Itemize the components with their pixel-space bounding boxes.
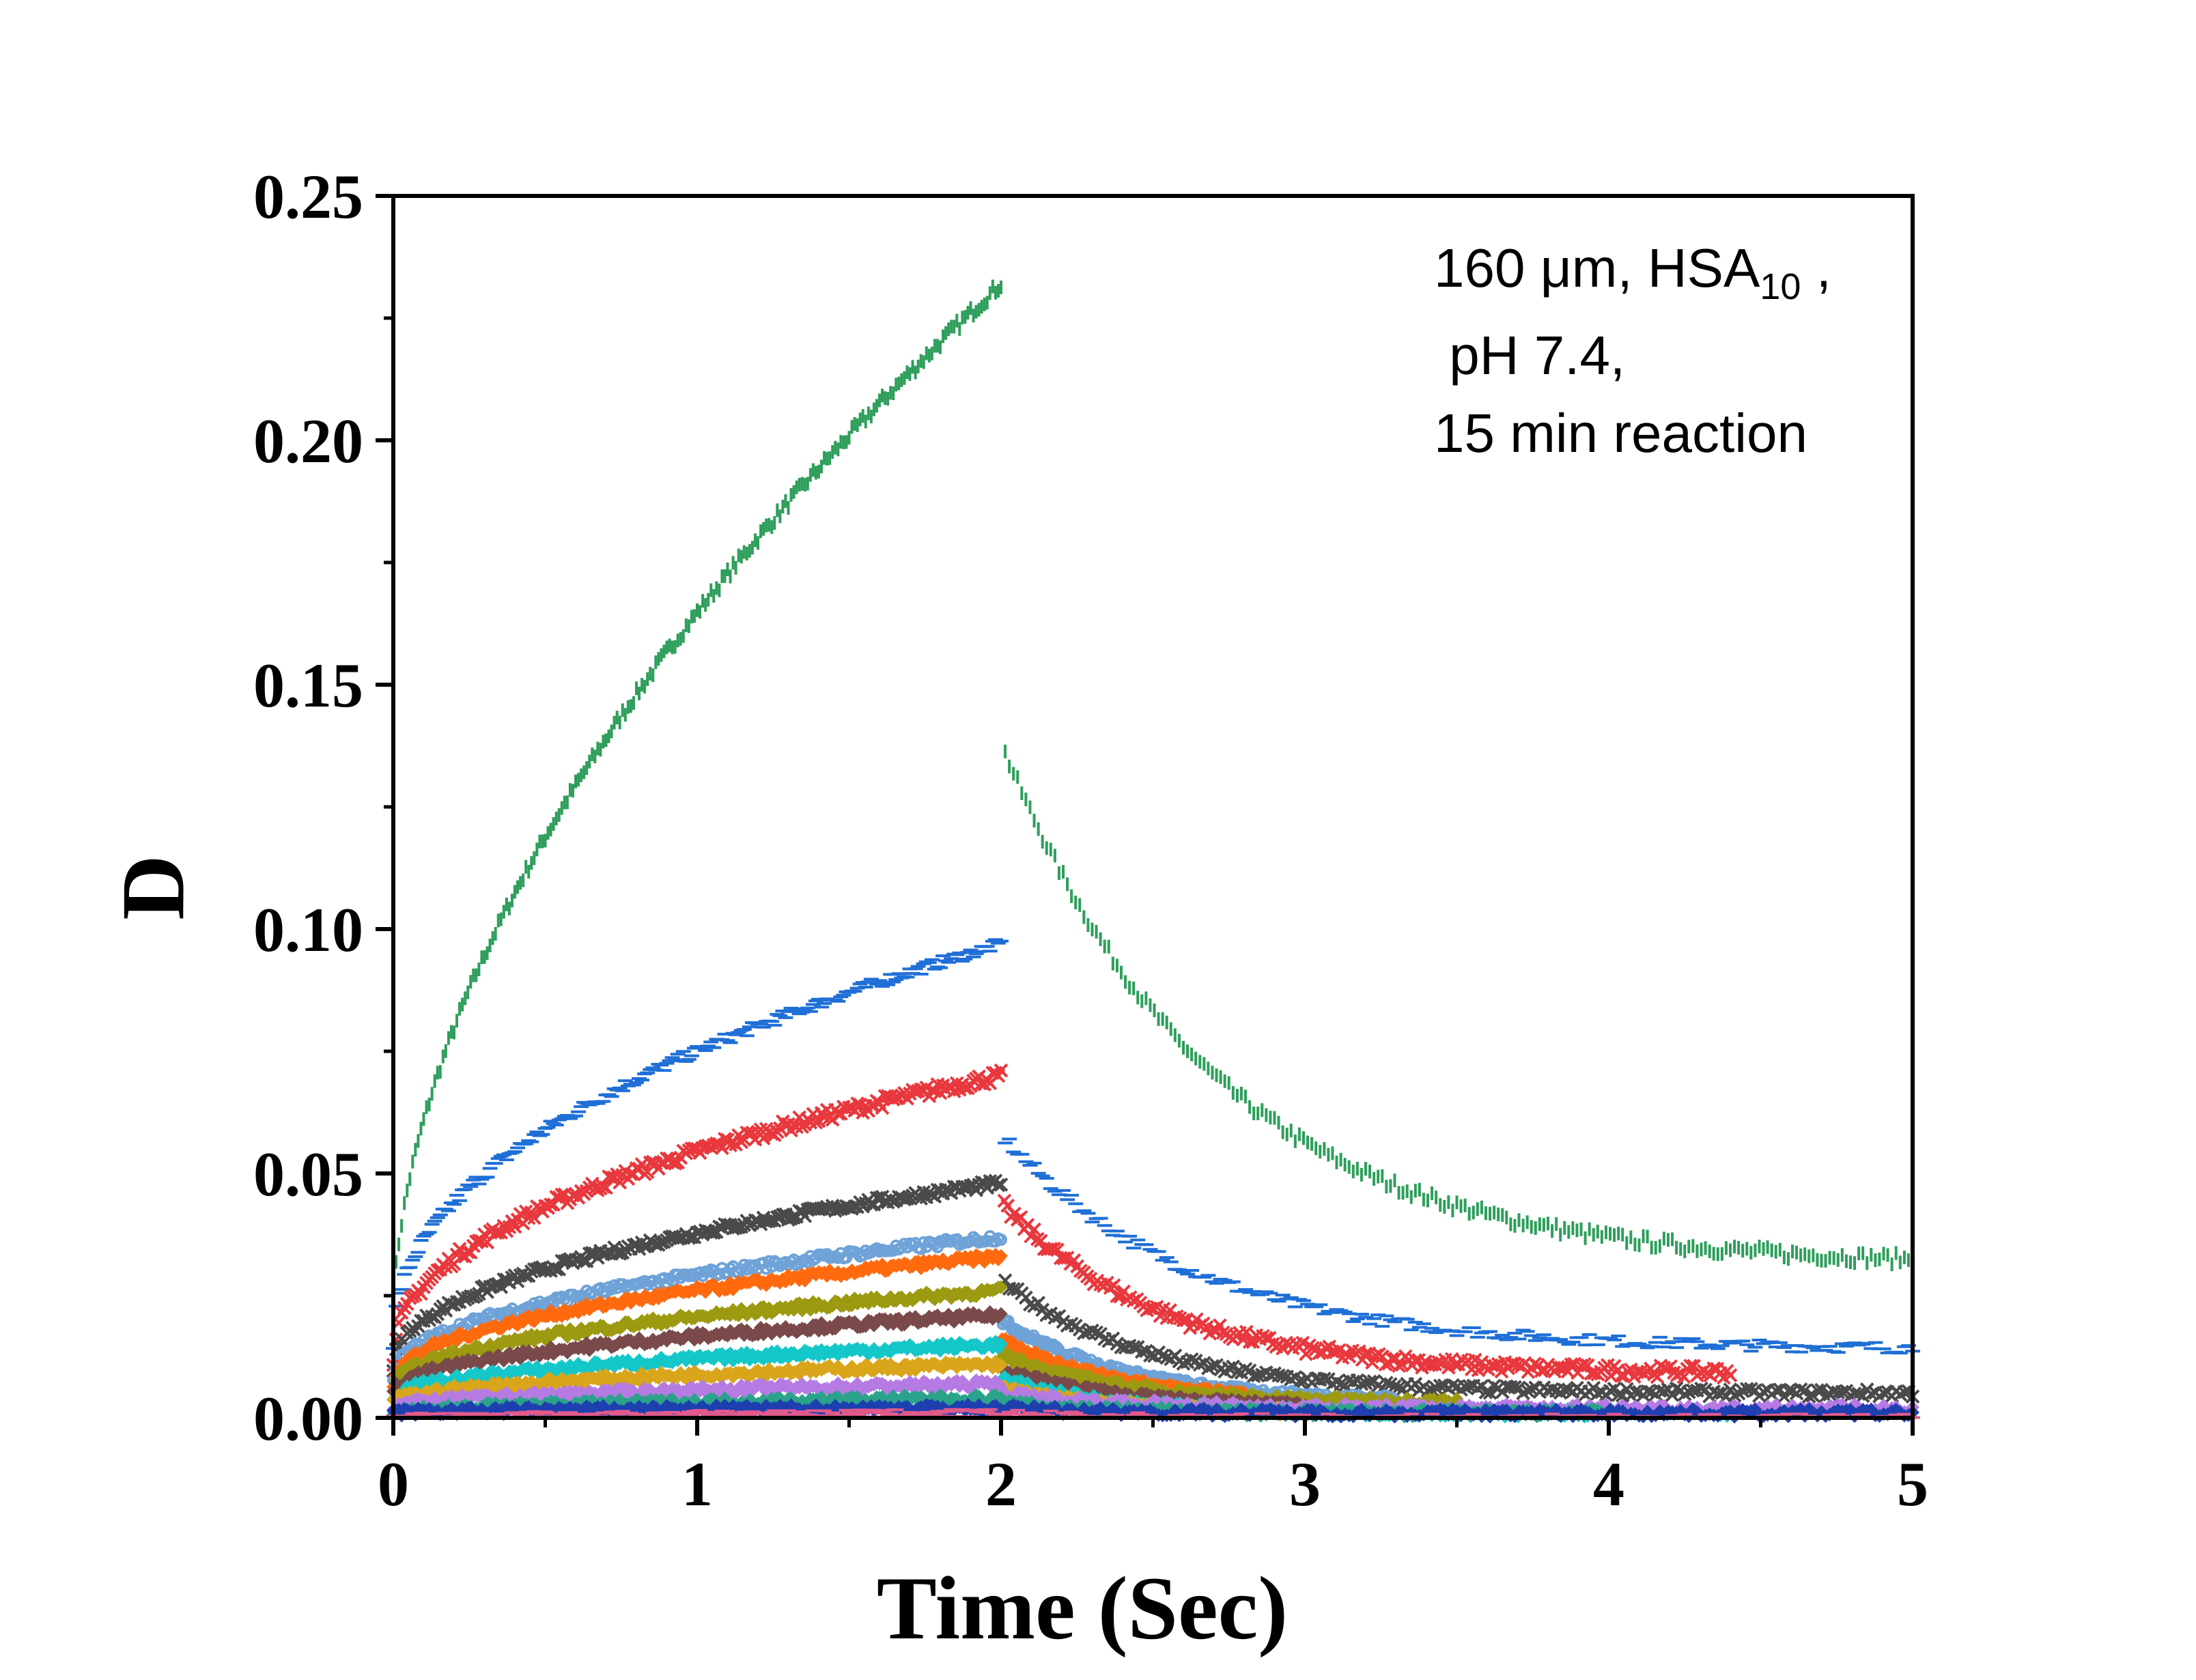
data-point	[1047, 1310, 1062, 1325]
data-point	[1392, 1380, 1406, 1395]
data-point	[1640, 1384, 1655, 1399]
data-point	[875, 1100, 890, 1115]
data-point	[1810, 1383, 1825, 1398]
data-point	[1388, 1379, 1402, 1394]
data-point	[1362, 1374, 1377, 1389]
data-point	[610, 1167, 625, 1182]
data-point	[1076, 1326, 1091, 1341]
data-point	[1676, 1369, 1691, 1384]
data-point	[1222, 1361, 1237, 1376]
data-point	[1143, 1348, 1157, 1363]
data-point	[1814, 1382, 1829, 1397]
data-point	[1276, 1369, 1291, 1383]
data-point	[811, 1202, 826, 1216]
series-dark-gray	[386, 1173, 1920, 1404]
data-point	[1064, 1316, 1079, 1331]
data-point	[1110, 1289, 1125, 1303]
series-red	[386, 1063, 1738, 1385]
data-point	[1727, 1388, 1742, 1403]
data-point	[1239, 1324, 1254, 1339]
data-point	[1267, 1366, 1282, 1381]
data-point	[994, 1178, 1009, 1192]
data-point	[1508, 1380, 1522, 1395]
data-point	[1424, 1382, 1439, 1397]
data-point	[1031, 1296, 1046, 1310]
data-point	[1863, 1386, 1878, 1401]
data-point	[1769, 1383, 1784, 1398]
data-point	[1482, 1385, 1497, 1400]
data-point	[1159, 1350, 1174, 1365]
data-point	[1723, 1368, 1738, 1383]
data-point	[1545, 1382, 1560, 1397]
data-point	[1524, 1382, 1539, 1397]
data-point	[1462, 1378, 1477, 1393]
data-point	[1346, 1374, 1361, 1389]
data-point	[1711, 1386, 1726, 1401]
data-point	[1876, 1386, 1891, 1400]
data-point	[1039, 1307, 1054, 1322]
data-point	[1212, 1318, 1227, 1333]
data-point	[995, 1234, 1007, 1247]
data-point	[1205, 1358, 1220, 1373]
data-point	[1379, 1376, 1394, 1391]
series-green	[392, 279, 1914, 1333]
data-point	[1665, 1388, 1680, 1402]
data-point	[1683, 1358, 1698, 1373]
data-point	[1106, 1278, 1121, 1293]
data-point	[1628, 1384, 1642, 1399]
data-point	[582, 1246, 597, 1261]
data-point	[1006, 1281, 1021, 1296]
data-point	[1392, 1358, 1406, 1373]
data-point	[1446, 1378, 1460, 1393]
data-point	[1735, 1384, 1750, 1399]
data-point	[753, 1122, 768, 1137]
data-point	[1756, 1384, 1771, 1399]
data-point	[914, 1242, 927, 1255]
data-point	[1176, 1356, 1191, 1371]
data-point	[687, 1284, 701, 1298]
data-point	[1250, 1368, 1265, 1383]
data-point	[1126, 1339, 1141, 1354]
data-point	[554, 1187, 569, 1202]
data-point	[1835, 1384, 1850, 1399]
data-point	[1020, 1218, 1035, 1232]
data-point	[1619, 1382, 1634, 1397]
data-point	[817, 1110, 832, 1125]
data-point	[681, 1230, 696, 1245]
data-point	[1847, 1386, 1862, 1401]
data-point	[1801, 1389, 1816, 1404]
data-point	[1433, 1378, 1448, 1393]
data-point	[1206, 1322, 1221, 1337]
data-point	[1897, 1385, 1912, 1399]
data-point	[1554, 1360, 1568, 1375]
data-point	[1027, 1222, 1041, 1237]
data-point	[1192, 1357, 1207, 1372]
data-point	[1230, 1365, 1245, 1380]
data-point	[1284, 1371, 1299, 1386]
data-point	[1781, 1383, 1796, 1398]
data-point	[1085, 1323, 1099, 1338]
data-point	[1184, 1352, 1199, 1367]
data-point	[438, 1259, 453, 1275]
series-blue	[386, 938, 1920, 1355]
series-olive	[386, 1280, 1464, 1413]
data-point	[684, 1141, 699, 1156]
data-point	[1614, 1368, 1629, 1383]
data-point	[1657, 1384, 1672, 1399]
data-point	[1334, 1376, 1349, 1391]
data-point	[1354, 1376, 1369, 1391]
data-point	[991, 1178, 1006, 1193]
data-point	[1292, 1374, 1307, 1389]
data-point	[994, 1249, 1008, 1263]
data-point	[463, 1289, 478, 1304]
data-point	[1603, 1383, 1618, 1398]
data-point	[1134, 1344, 1149, 1359]
data-point	[1383, 1377, 1398, 1392]
data-point	[1520, 1383, 1535, 1398]
data-point	[994, 1063, 1009, 1078]
data-point	[1317, 1371, 1332, 1386]
